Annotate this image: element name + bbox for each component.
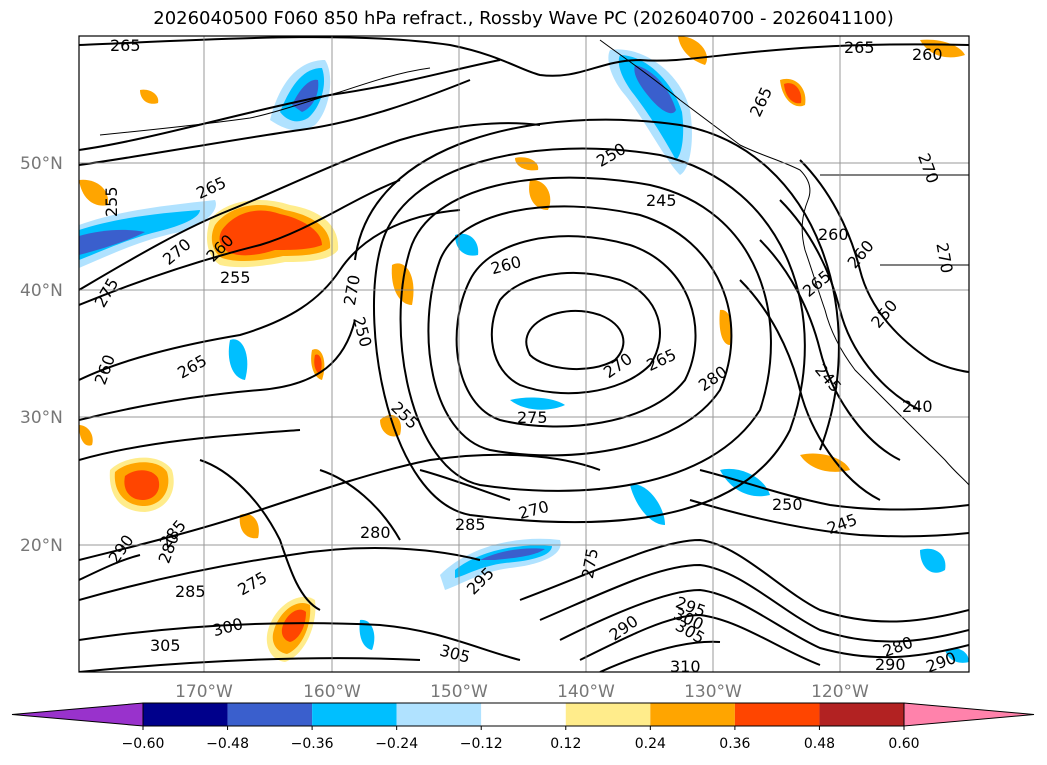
gridlines (79, 36, 969, 672)
latitude-labels: 50°N 40°N 30°N 20°N (20, 154, 63, 556)
colorbar-outline (142, 702, 905, 727)
colorbar-tick-label: 0.24 (635, 736, 666, 752)
contour-label: 265 (110, 36, 141, 55)
colorbar-swatch (819, 703, 904, 726)
contour-label: 265 (844, 38, 875, 57)
contour-label: 250 (772, 495, 803, 514)
contour-lines (79, 36, 969, 672)
lat-label: 50°N (20, 154, 63, 174)
map-title: 2026040500 F060 850 hPa refract., Rossby… (153, 8, 894, 29)
contour-label: 255 (102, 186, 121, 217)
colorbar: −0.60 −0.48 −0.36 −0.24 −0.12 0.12 0.24 0.36 0.4… (11, 702, 1035, 752)
lat-label: 40°N (20, 281, 63, 301)
lon-label: 120°W (811, 682, 869, 702)
lon-label: 170°W (175, 682, 233, 702)
colorbar-tick-label: 0.48 (804, 736, 835, 752)
colorbar-tick-label: 0.60 (888, 736, 919, 752)
lon-label: 160°W (303, 682, 361, 702)
colorbar-swatch (650, 703, 735, 726)
colorbar-tick-label: −0.60 (122, 736, 165, 752)
lon-label: 130°W (684, 682, 742, 702)
colorbar-swatch (227, 703, 313, 726)
colorbar-extension-high (903, 702, 1035, 727)
contour-label: 305 (150, 636, 181, 655)
lon-label: 140°W (557, 682, 615, 702)
contour-label: 280 (360, 523, 391, 542)
coastlines (99, 39, 969, 486)
colorbar-tick-label: −0.24 (375, 736, 418, 752)
longitude-labels: 170°W 160°W 150°W 140°W 130°W 120°W (175, 682, 869, 702)
colorbar-swatch (396, 703, 482, 726)
contour-label: 275 (517, 408, 548, 427)
plot-frame (78, 35, 970, 673)
colorbar-tick-label: 0.12 (550, 736, 581, 752)
contour-label: 285 (175, 582, 206, 601)
colorbar-extension-low (11, 702, 144, 727)
lon-label: 150°W (430, 682, 488, 702)
shaded-anomalies (79, 36, 969, 663)
contour-label: 240 (902, 397, 933, 416)
colorbar-swatch (734, 703, 820, 726)
colorbar-tick-label: −0.12 (460, 736, 503, 752)
colorbar-tick-label: −0.48 (206, 736, 249, 752)
colorbar-tick-label: 0.36 (719, 736, 750, 752)
contour-label: 285 (455, 515, 486, 534)
contour-label: 260 (912, 45, 943, 64)
colorbar-swatch (312, 703, 397, 726)
contour-label: 255 (220, 268, 251, 287)
colorbar-swatch (481, 703, 566, 726)
contour-label: 245 (646, 191, 677, 210)
contour-label: 290 (875, 655, 906, 674)
contour-label: 260 (818, 225, 849, 244)
lat-label: 30°N (20, 408, 63, 428)
plot-area (79, 36, 969, 672)
contour-label: 310 (670, 657, 701, 676)
lat-label: 20°N (20, 536, 63, 556)
colorbar-swatch (143, 703, 228, 726)
colorbar-swatch (565, 703, 651, 726)
colorbar-tick-label: −0.36 (291, 736, 334, 752)
